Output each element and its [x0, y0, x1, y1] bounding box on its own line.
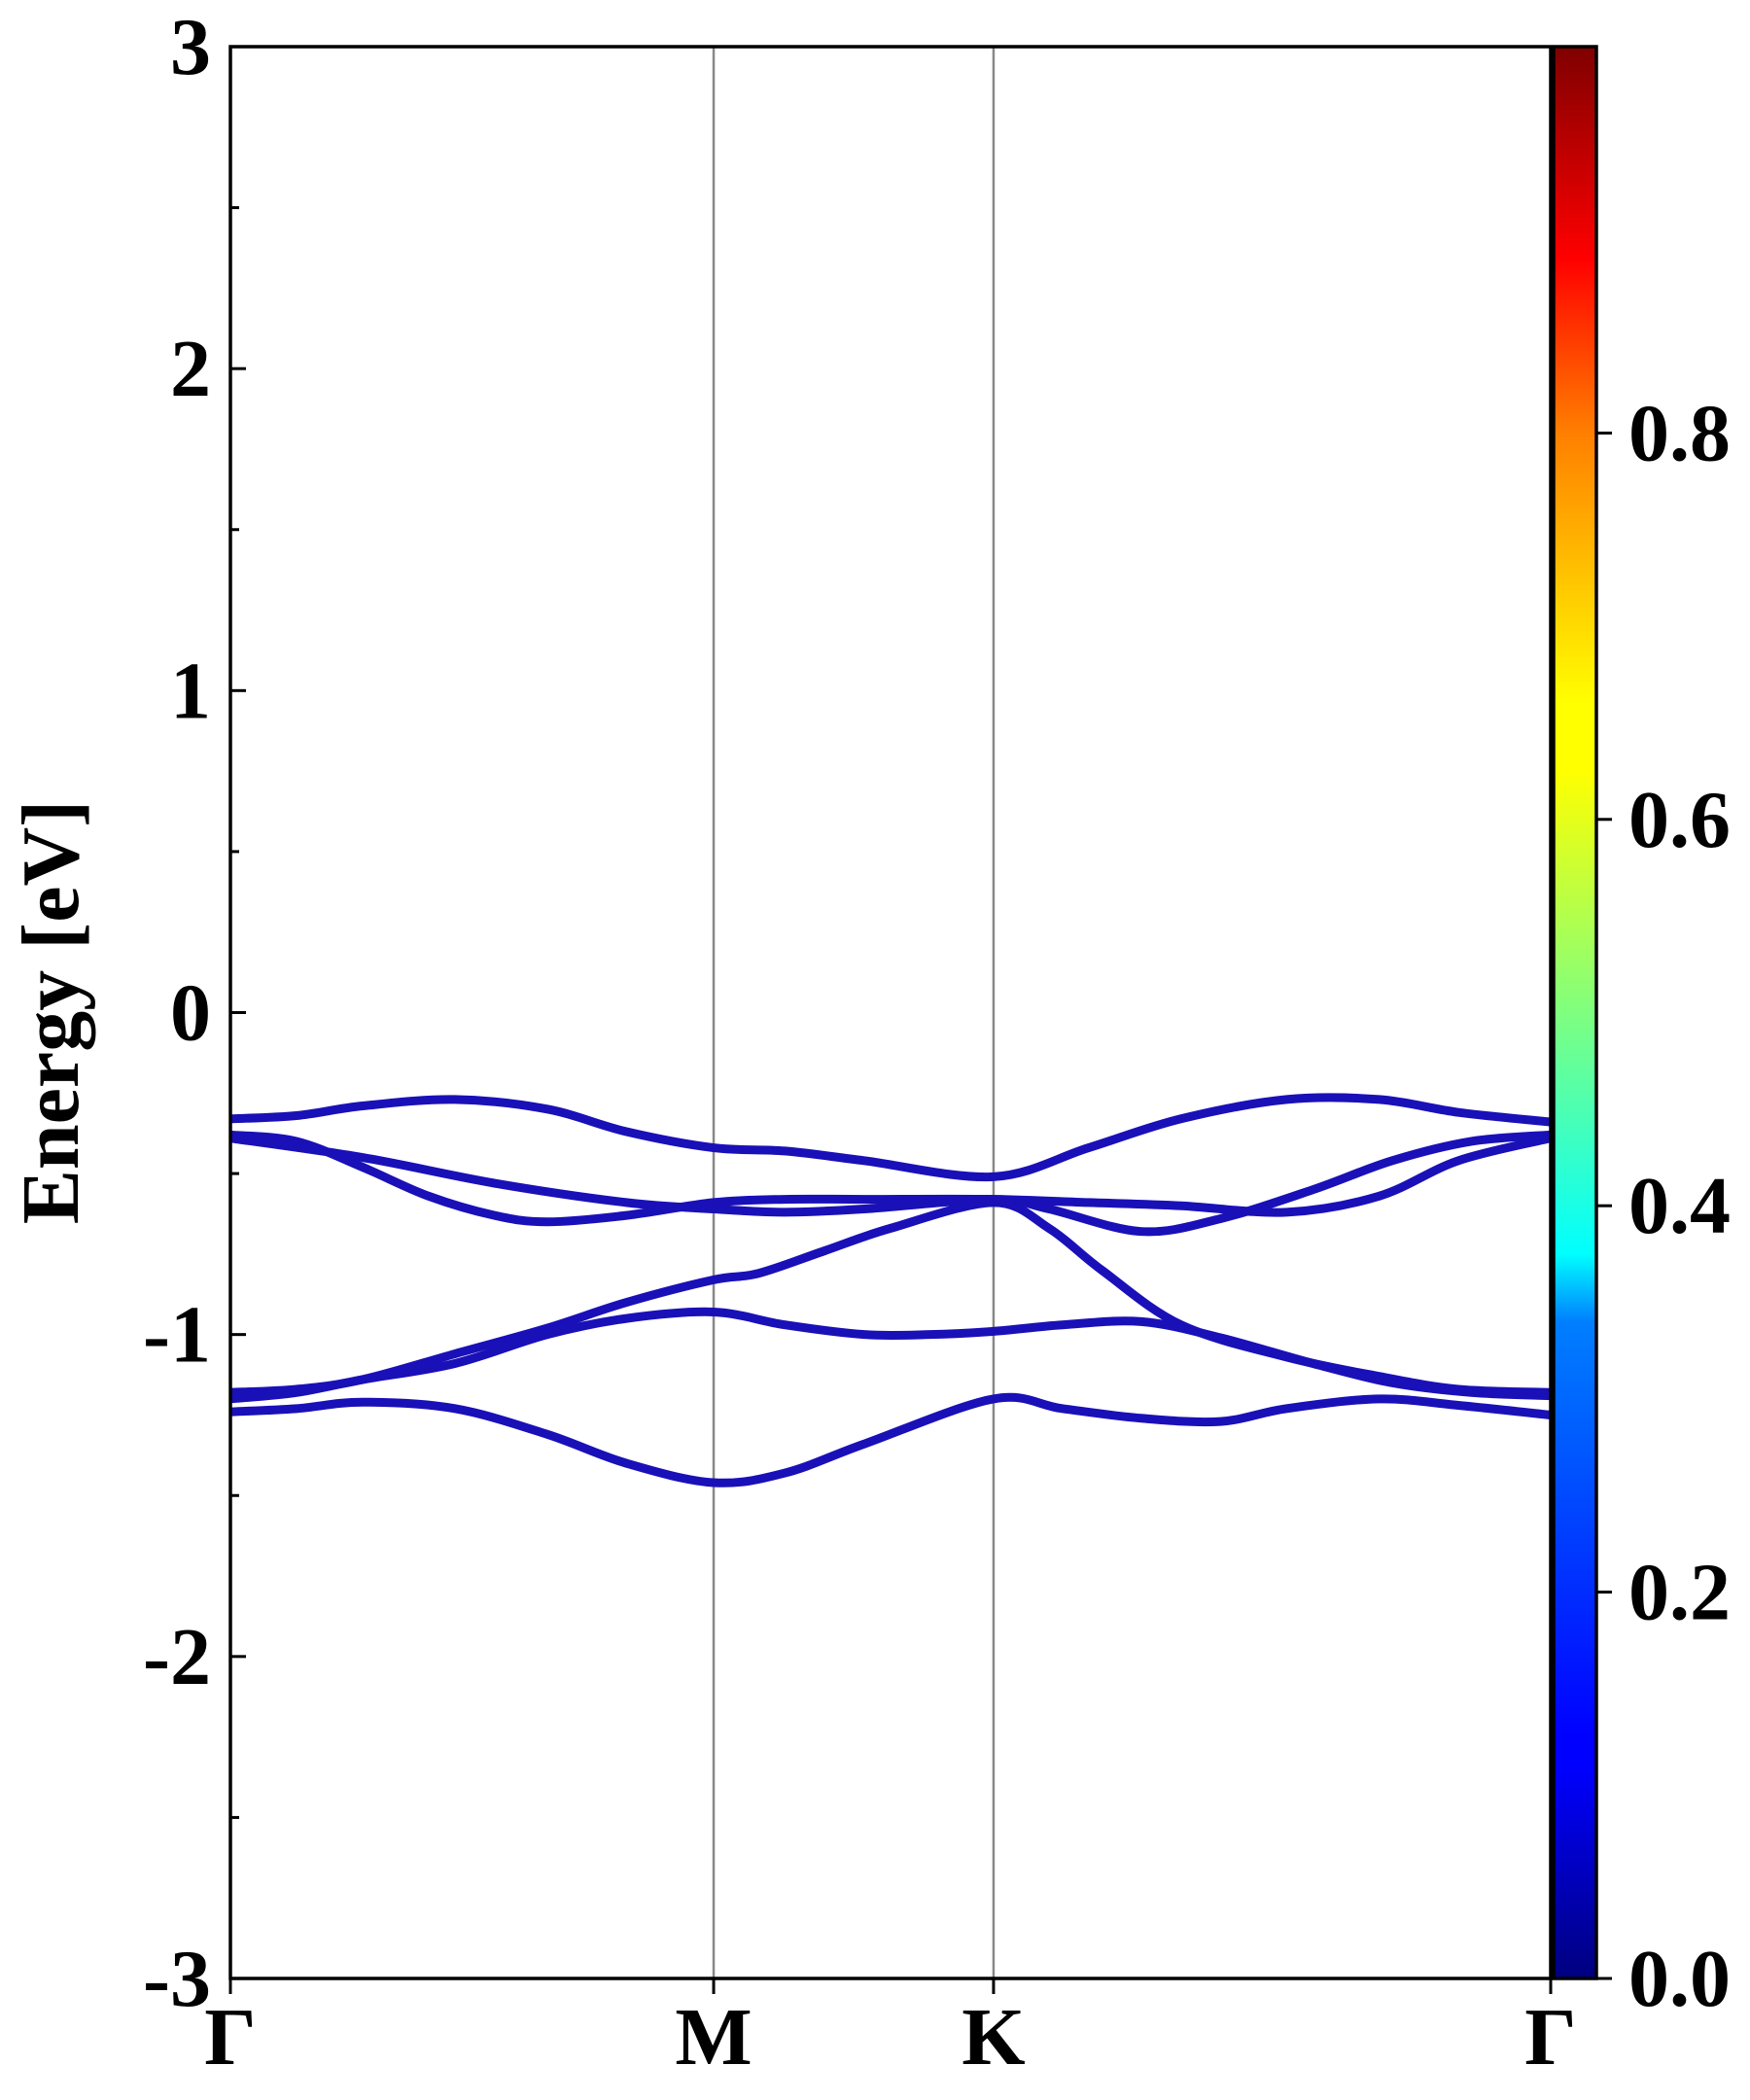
- kpoint-label: K: [962, 1992, 1025, 2082]
- colorbar-tick-label: 0.0: [1628, 1934, 1731, 2024]
- plot-frame: [228, 45, 1553, 1980]
- kpoint-label: M: [675, 1992, 752, 2082]
- y-tick-label: -3: [143, 1934, 211, 2024]
- colorbar-tick-label: 0.4: [1628, 1161, 1731, 1251]
- band-lines: [230, 1093, 1551, 1488]
- y-axis-ticks: -3 -2 -1 0 1 2 3: [143, 2, 246, 2024]
- kpoint-label: Γ: [204, 1992, 256, 2082]
- colorbar-tick-label: 0.6: [1628, 775, 1731, 865]
- colorbar-tick-label: 0.8: [1628, 388, 1731, 478]
- band-line-5: [230, 1307, 1551, 1404]
- high-symmetry-lines: [712, 47, 996, 1978]
- band-line-2: [230, 1130, 1551, 1227]
- y-tick-label: -2: [143, 1612, 211, 1702]
- band-line-4: [230, 1198, 1551, 1397]
- band-line-1: [230, 1093, 1551, 1182]
- colorbar-ticks: 0.0 0.2 0.4 0.6 0.8: [1596, 388, 1731, 2024]
- colorbar-tick-label: 0.2: [1628, 1548, 1731, 1638]
- y-tick-label: -1: [143, 1290, 211, 1381]
- y-tick-label: 3: [170, 2, 211, 92]
- band-line-3: [230, 1130, 1551, 1237]
- band-line-6: [230, 1392, 1551, 1488]
- y-axis-label: Energy [eV]: [6, 800, 96, 1224]
- kpoint-label: Γ: [1524, 1992, 1576, 2082]
- colorbar: [1552, 45, 1598, 1980]
- y-tick-label: 1: [170, 646, 211, 736]
- y-tick-label: 2: [170, 324, 211, 414]
- y-tick-label: 0: [170, 968, 211, 1059]
